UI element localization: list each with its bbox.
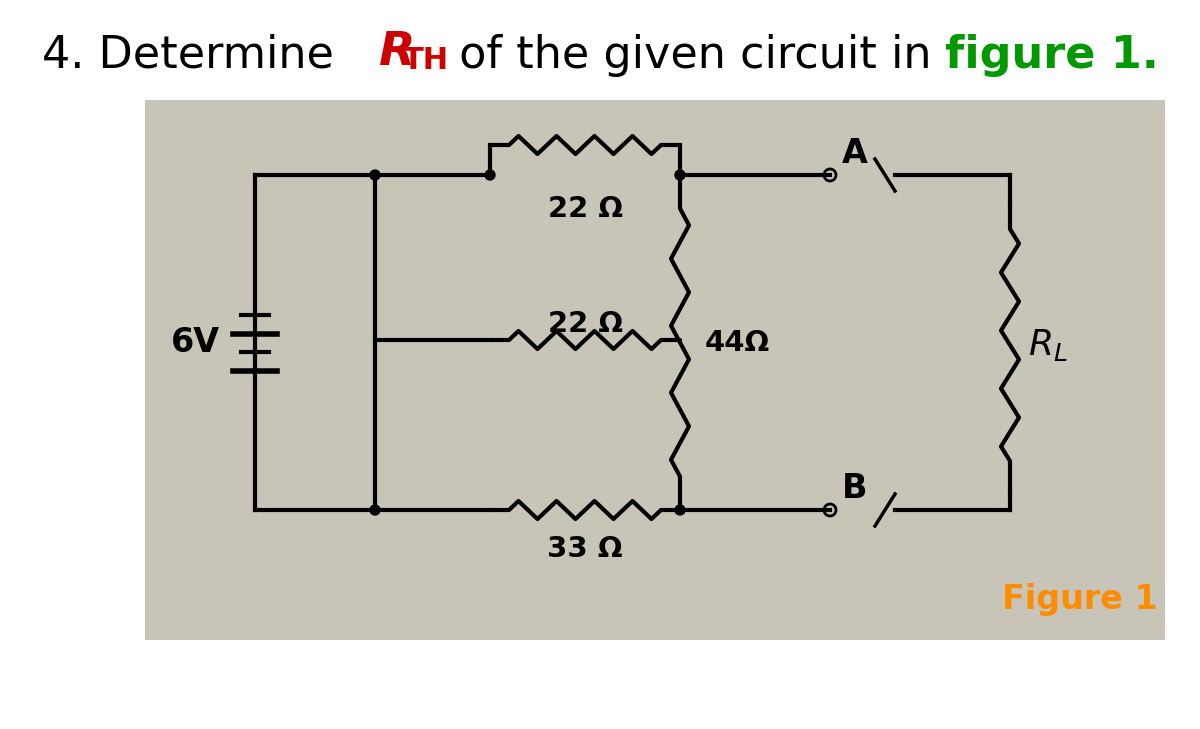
Text: A: A xyxy=(842,137,868,170)
Bar xyxy=(145,100,1165,640)
Circle shape xyxy=(674,505,685,515)
Text: 44Ω: 44Ω xyxy=(706,329,770,356)
Text: Figure 1: Figure 1 xyxy=(1002,583,1158,617)
Text: 22 Ω: 22 Ω xyxy=(547,195,623,223)
Text: TH: TH xyxy=(403,45,449,74)
Text: 33 Ω: 33 Ω xyxy=(547,535,623,563)
Circle shape xyxy=(674,170,685,180)
Text: $\bfit{R}$: $\bfit{R}$ xyxy=(378,29,413,74)
Text: figure 1.: figure 1. xyxy=(946,34,1159,77)
Text: B: B xyxy=(842,472,868,505)
Text: 4. Determine: 4. Determine xyxy=(42,34,348,77)
Text: $R_L$: $R_L$ xyxy=(1028,327,1068,363)
Circle shape xyxy=(370,170,380,180)
Circle shape xyxy=(370,505,380,515)
Text: of the given circuit in: of the given circuit in xyxy=(445,34,946,77)
Text: 6V: 6V xyxy=(170,326,220,359)
Circle shape xyxy=(485,170,496,180)
Text: 22 Ω: 22 Ω xyxy=(547,310,623,338)
